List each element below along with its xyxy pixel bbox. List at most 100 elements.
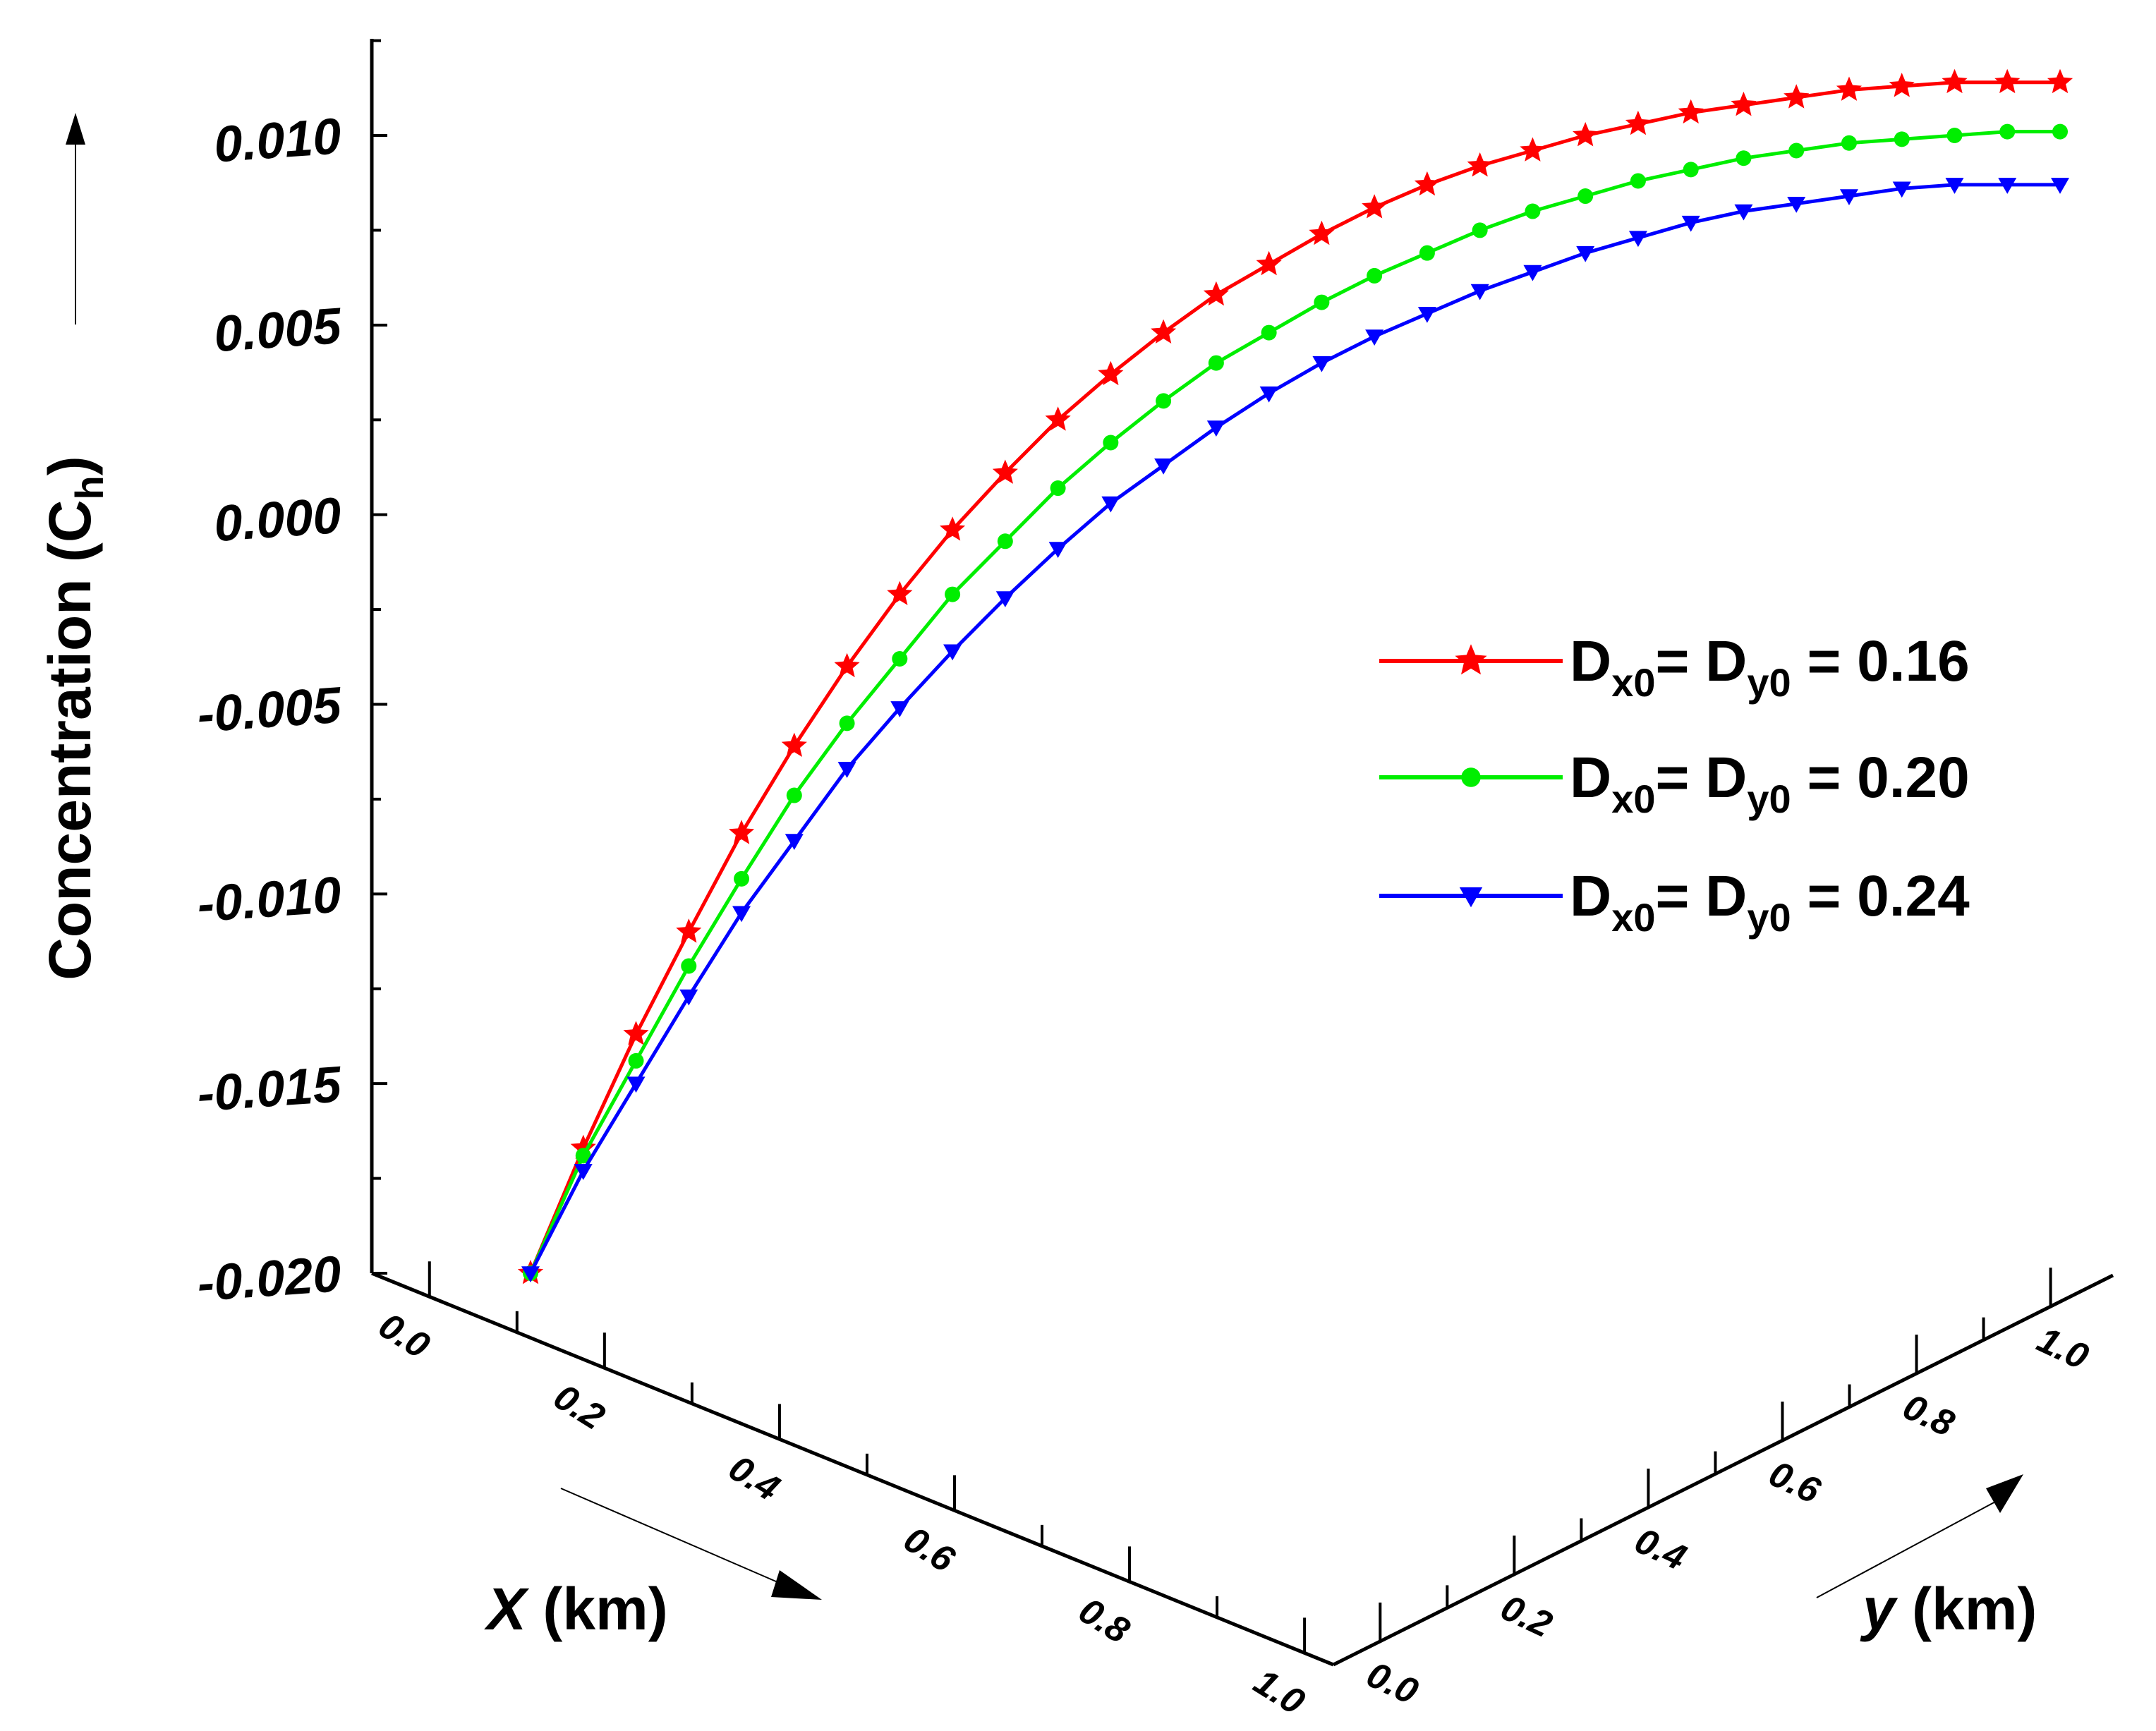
data-point-1-4 <box>734 870 750 887</box>
data-point-1-25 <box>1841 135 1857 151</box>
y-tick-label: 0.6 <box>1763 1453 1827 1512</box>
data-point-0-7 <box>887 581 913 605</box>
data-point-1-27 <box>1946 128 1963 143</box>
svg-text:Dx0= Dy0 = 0.16: Dx0= Dy0 = 0.16 <box>1570 629 1970 705</box>
data-point-1-11 <box>1103 435 1119 451</box>
legend-sub2-2: y0 <box>1747 895 1791 940</box>
data-point-0-9 <box>992 459 1018 484</box>
data-point-2-11 <box>1101 496 1120 513</box>
data-point-2-3 <box>679 989 698 1006</box>
data-point-0-12 <box>1151 319 1177 344</box>
data-point-2-21 <box>1628 231 1647 248</box>
y-axis-line <box>1332 1273 2114 1667</box>
data-point-1-29 <box>2052 123 2068 140</box>
legend-sub2-1: y0 <box>1747 777 1791 821</box>
x-axis-title: X (km) <box>484 1576 668 1642</box>
legend-tail-2: = 0.24 <box>1791 864 1970 928</box>
legend-marker-0 <box>1455 644 1487 675</box>
data-point-0-18 <box>1467 152 1493 177</box>
data-point-1-9 <box>997 533 1013 549</box>
data-point-2-17 <box>1417 306 1436 323</box>
data-point-1-21 <box>1630 173 1646 189</box>
data-point-2-7 <box>890 701 909 717</box>
data-point-2-23 <box>1734 204 1753 221</box>
y-axis-title: y (km) <box>1860 1576 2037 1642</box>
x-axis-var: X <box>484 1576 530 1642</box>
legend-mid-1: = D <box>1656 746 1748 810</box>
data-point-2-29 <box>2051 178 2069 194</box>
y-tick-label: 0.4 <box>1629 1520 1692 1579</box>
data-point-1-22 <box>1683 162 1699 178</box>
legend-sub2-0: y0 <box>1747 660 1791 705</box>
data-point-1-17 <box>1419 245 1435 261</box>
data-point-2-1 <box>574 1164 593 1180</box>
data-point-1-10 <box>1050 480 1066 497</box>
data-point-0-27 <box>1942 68 1968 94</box>
data-point-1-13 <box>1208 355 1224 371</box>
legend-mid-2: = D <box>1656 864 1748 928</box>
data-point-2-19 <box>1523 265 1542 281</box>
z-axis-label-sub: h <box>67 475 111 499</box>
y-tick-label: 0.2 <box>1495 1587 1558 1646</box>
z-ticks: -0.020 -0.015 -0.010 -0.005 0.000 0.005 0.010 <box>195 108 387 1312</box>
data-point-2-10 <box>1048 542 1067 559</box>
data-point-0-4 <box>729 820 755 844</box>
data-point-1-24 <box>1788 142 1805 159</box>
data-point-1-14 <box>1261 324 1277 341</box>
svg-text:Concentration (Ch): Concentration (Ch) <box>37 456 111 980</box>
data-point-2-27 <box>1945 178 1964 194</box>
data-point-0-22 <box>1678 99 1704 124</box>
data-point-1-18 <box>1472 222 1488 238</box>
series-line-1 <box>528 130 2060 1275</box>
z-tick-label: -0.020 <box>195 1246 343 1312</box>
data-point-2-6 <box>837 762 856 778</box>
data-point-2-28 <box>1998 178 2017 194</box>
data-point-2-20 <box>1576 245 1595 262</box>
legend-circle-icon <box>1461 767 1481 787</box>
data-point-0-17 <box>1414 171 1440 196</box>
legend-tail-0: = 0.16 <box>1791 629 1970 693</box>
y-axis-arrowhead-icon <box>1986 1474 2023 1513</box>
data-point-1-28 <box>1999 123 2016 140</box>
data-point-2-14 <box>1259 386 1278 403</box>
data-point-1-19 <box>1525 203 1541 219</box>
z-axis-arrowhead-icon <box>66 113 85 145</box>
y-axis-var: y <box>1860 1576 1898 1642</box>
data-point-1-5 <box>786 787 802 803</box>
y-tick-label: 0.8 <box>1897 1386 1961 1445</box>
z-tick-label: 0.000 <box>212 487 343 552</box>
z-tick-label: -0.015 <box>195 1056 344 1122</box>
x-axis-arrowhead-icon <box>771 1570 822 1600</box>
data-point-0-15 <box>1309 220 1335 245</box>
legend-d1-0: D <box>1570 629 1611 693</box>
legend-mid-0: = D <box>1656 629 1748 693</box>
data-point-2-2 <box>626 1076 646 1093</box>
z-tick-label: -0.010 <box>195 866 343 933</box>
y-tick-label: 0.0 <box>1360 1654 1424 1713</box>
legend-entry-2: Dx0= Dy0 = 0.24 <box>1379 864 1970 940</box>
data-point-1-23 <box>1736 150 1752 166</box>
data-point-2-4 <box>732 906 751 923</box>
y-tick-label: 1.0 <box>2031 1319 2095 1378</box>
y-ticks: 0.0 0.2 0.4 0.6 0.8 1.0 <box>1360 1268 2095 1713</box>
z-tick-label: 0.005 <box>212 298 344 363</box>
data-point-2-24 <box>1787 197 1806 213</box>
data-point-1-7 <box>892 650 908 667</box>
data-point-2-15 <box>1312 356 1331 372</box>
legend-entry-0: Dx0= Dy0 = 0.16 <box>1379 629 1970 705</box>
x-tick-label: 0.2 <box>547 1376 612 1438</box>
legend-marker-1 <box>1461 767 1481 787</box>
z-axis-title: Concentration (Ch) <box>37 456 111 980</box>
data-point-2-0 <box>521 1266 540 1282</box>
x-tick-label: 0.0 <box>372 1305 437 1367</box>
y-axis-unit: (km) <box>1896 1576 2037 1642</box>
data-point-0-25 <box>1836 76 1862 101</box>
z-axis-label-close: ) <box>37 456 103 475</box>
svg-text:Dx0= Dy0 = 0.24: Dx0= Dy0 = 0.24 <box>1570 864 1970 940</box>
z-axis-label: Concentration (C <box>37 499 103 980</box>
z-minor-ticks <box>372 39 381 1180</box>
data-point-1-2 <box>628 1052 644 1069</box>
legend-tail-1: = 0.20 <box>1791 746 1970 810</box>
data-point-2-18 <box>1470 284 1489 300</box>
